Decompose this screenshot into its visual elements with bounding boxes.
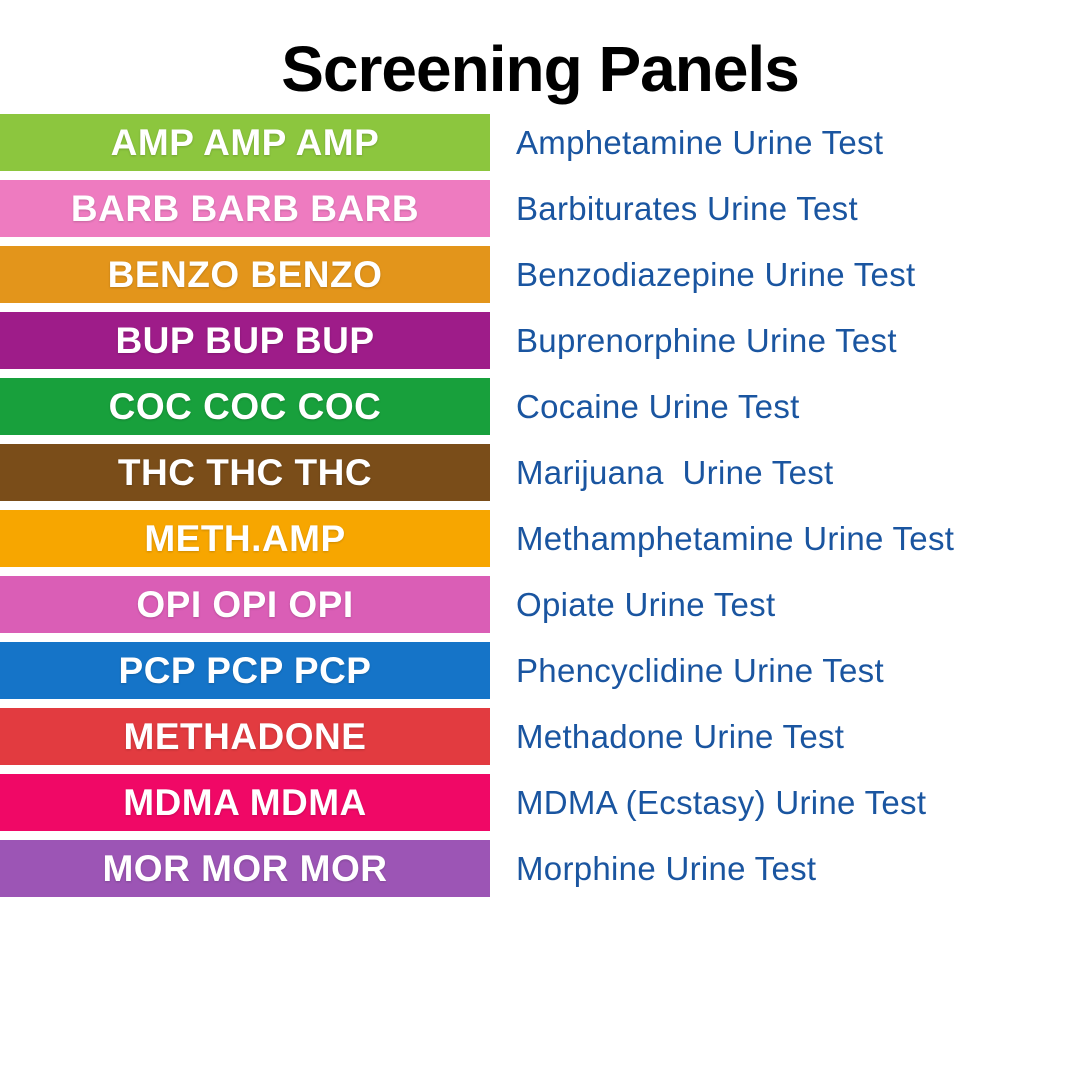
- page-title: Screening Panels: [281, 33, 800, 105]
- panel-color-band: BENZO BENZO: [0, 246, 490, 303]
- panel-code-label: BENZO BENZO: [107, 253, 383, 295]
- panel-color-band: METHADONE: [0, 708, 490, 765]
- panel-code-label: METH.AMP: [144, 517, 346, 559]
- panel-code-label: MOR MOR MOR: [102, 847, 388, 889]
- panel-code-label: AMP AMP AMP: [110, 121, 380, 163]
- panel-color-band: THC THC THC: [0, 444, 490, 501]
- panel-test-name: Cocaine Urine Test: [516, 387, 800, 425]
- panel-color-band: OPI OPI OPI: [0, 576, 490, 633]
- panel-test-name: Methadone Urine Test: [516, 717, 845, 755]
- panel-row: COC COC COC Cocaine Urine Test: [0, 378, 1080, 435]
- panel-row: METH.AMP Methamphetamine Urine Test: [0, 510, 1080, 567]
- panel-row: BUP BUP BUP Buprenorphine Urine Test: [0, 312, 1080, 369]
- panel-row: MDMA MDMA MDMA (Ecstasy) Urine Test: [0, 774, 1080, 831]
- panel-test-name: Opiate Urine Test: [516, 585, 776, 623]
- panel-row: BENZO BENZO Benzodiazepine Urine Test: [0, 246, 1080, 303]
- panel-test-name: Buprenorphine Urine Test: [516, 321, 897, 359]
- panel-row: METHADONE Methadone Urine Test: [0, 708, 1080, 765]
- panel-code-label: BARB BARB BARB: [70, 187, 420, 229]
- panel-color-band: METH.AMP: [0, 510, 490, 567]
- panel-list: AMP AMP AMP Amphetamine Urine Test BARB …: [0, 114, 1080, 906]
- panel-row: AMP AMP AMP Amphetamine Urine Test: [0, 114, 1080, 171]
- panel-color-band: PCP PCP PCP: [0, 642, 490, 699]
- panel-code-label: COC COC COC: [108, 385, 382, 427]
- panel-code-label: THC THC THC: [117, 451, 373, 493]
- panel-test-name: Amphetamine Urine Test: [516, 123, 884, 161]
- panel-color-band: AMP AMP AMP: [0, 114, 490, 171]
- panel-row: MOR MOR MOR Morphine Urine Test: [0, 840, 1080, 897]
- panel-code-label: BUP BUP BUP: [115, 319, 375, 361]
- panel-test-name: Barbiturates Urine Test: [516, 189, 858, 227]
- panel-row: OPI OPI OPI Opiate Urine Test: [0, 576, 1080, 633]
- panel-code-label: PCP PCP PCP: [118, 649, 372, 691]
- panel-row: PCP PCP PCP Phencyclidine Urine Test: [0, 642, 1080, 699]
- panel-color-band: MDMA MDMA: [0, 774, 490, 831]
- panel-row: THC THC THC Marijuana Urine Test: [0, 444, 1080, 501]
- panel-color-band: BUP BUP BUP: [0, 312, 490, 369]
- panel-test-name: Morphine Urine Test: [516, 849, 817, 887]
- panel-code-label: OPI OPI OPI: [136, 583, 354, 625]
- panel-code-label: MDMA MDMA: [123, 781, 367, 823]
- panel-test-name: Benzodiazepine Urine Test: [516, 255, 916, 293]
- panel-test-name: MDMA (Ecstasy) Urine Test: [516, 783, 927, 821]
- panel-test-name: Phencyclidine Urine Test: [516, 651, 884, 689]
- panel-code-label: METHADONE: [123, 715, 367, 757]
- panel-color-band: BARB BARB BARB: [0, 180, 490, 237]
- panel-row: BARB BARB BARB Barbiturates Urine Test: [0, 180, 1080, 237]
- panel-color-band: MOR MOR MOR: [0, 840, 490, 897]
- panel-test-name: Methamphetamine Urine Test: [516, 519, 955, 557]
- panel-color-band: COC COC COC: [0, 378, 490, 435]
- panel-test-name: Marijuana Urine Test: [516, 453, 834, 491]
